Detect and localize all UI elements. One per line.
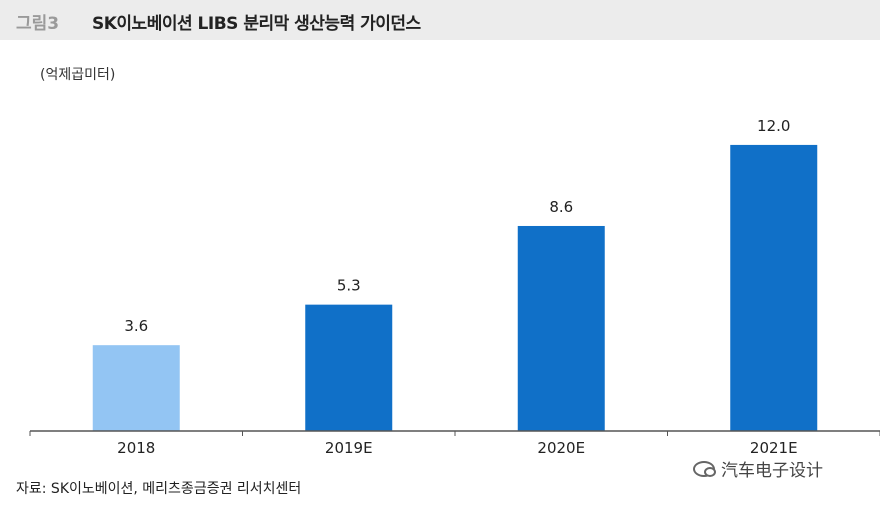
watermark-text: 汽车电子设计 xyxy=(721,461,823,481)
x-tick-label-2019E: 2019E xyxy=(325,439,373,457)
watermark: 汽车电子设计 xyxy=(693,456,823,481)
data-label-2018: 3.6 xyxy=(124,317,148,335)
x-tick-label-2021E: 2021E xyxy=(750,439,798,457)
bar-2021E xyxy=(730,144,818,432)
source-note: 자료: SK이노베이션, 메리츠종금증권 리서치센터 xyxy=(16,481,302,497)
x-tick-label-2020E: 2020E xyxy=(537,439,585,457)
bar-2020E xyxy=(517,225,605,431)
bar-2018 xyxy=(92,345,180,431)
data-label-2021E: 12.0 xyxy=(757,117,790,135)
figure-header: 그림3 SK이노베이션 LIBS 분리막 생산능력 가이던스 xyxy=(0,0,880,40)
figure-number: 그림3 xyxy=(16,14,60,34)
x-tick-label-2018: 2018 xyxy=(117,439,155,457)
chat-bubble-icon xyxy=(693,460,716,477)
bar-2019E xyxy=(305,304,393,431)
bar-chart: 3.6 2018 5.3 2019E 8.6 2020E 12.0 2021E xyxy=(29,117,880,457)
y-unit-label: (억제곱미터) xyxy=(40,67,116,83)
data-label-2019E: 5.3 xyxy=(337,277,361,295)
figure-title: SK이노베이션 LIBS 분리막 생산능력 가이던스 xyxy=(92,14,421,34)
data-label-2020E: 8.6 xyxy=(549,198,573,216)
